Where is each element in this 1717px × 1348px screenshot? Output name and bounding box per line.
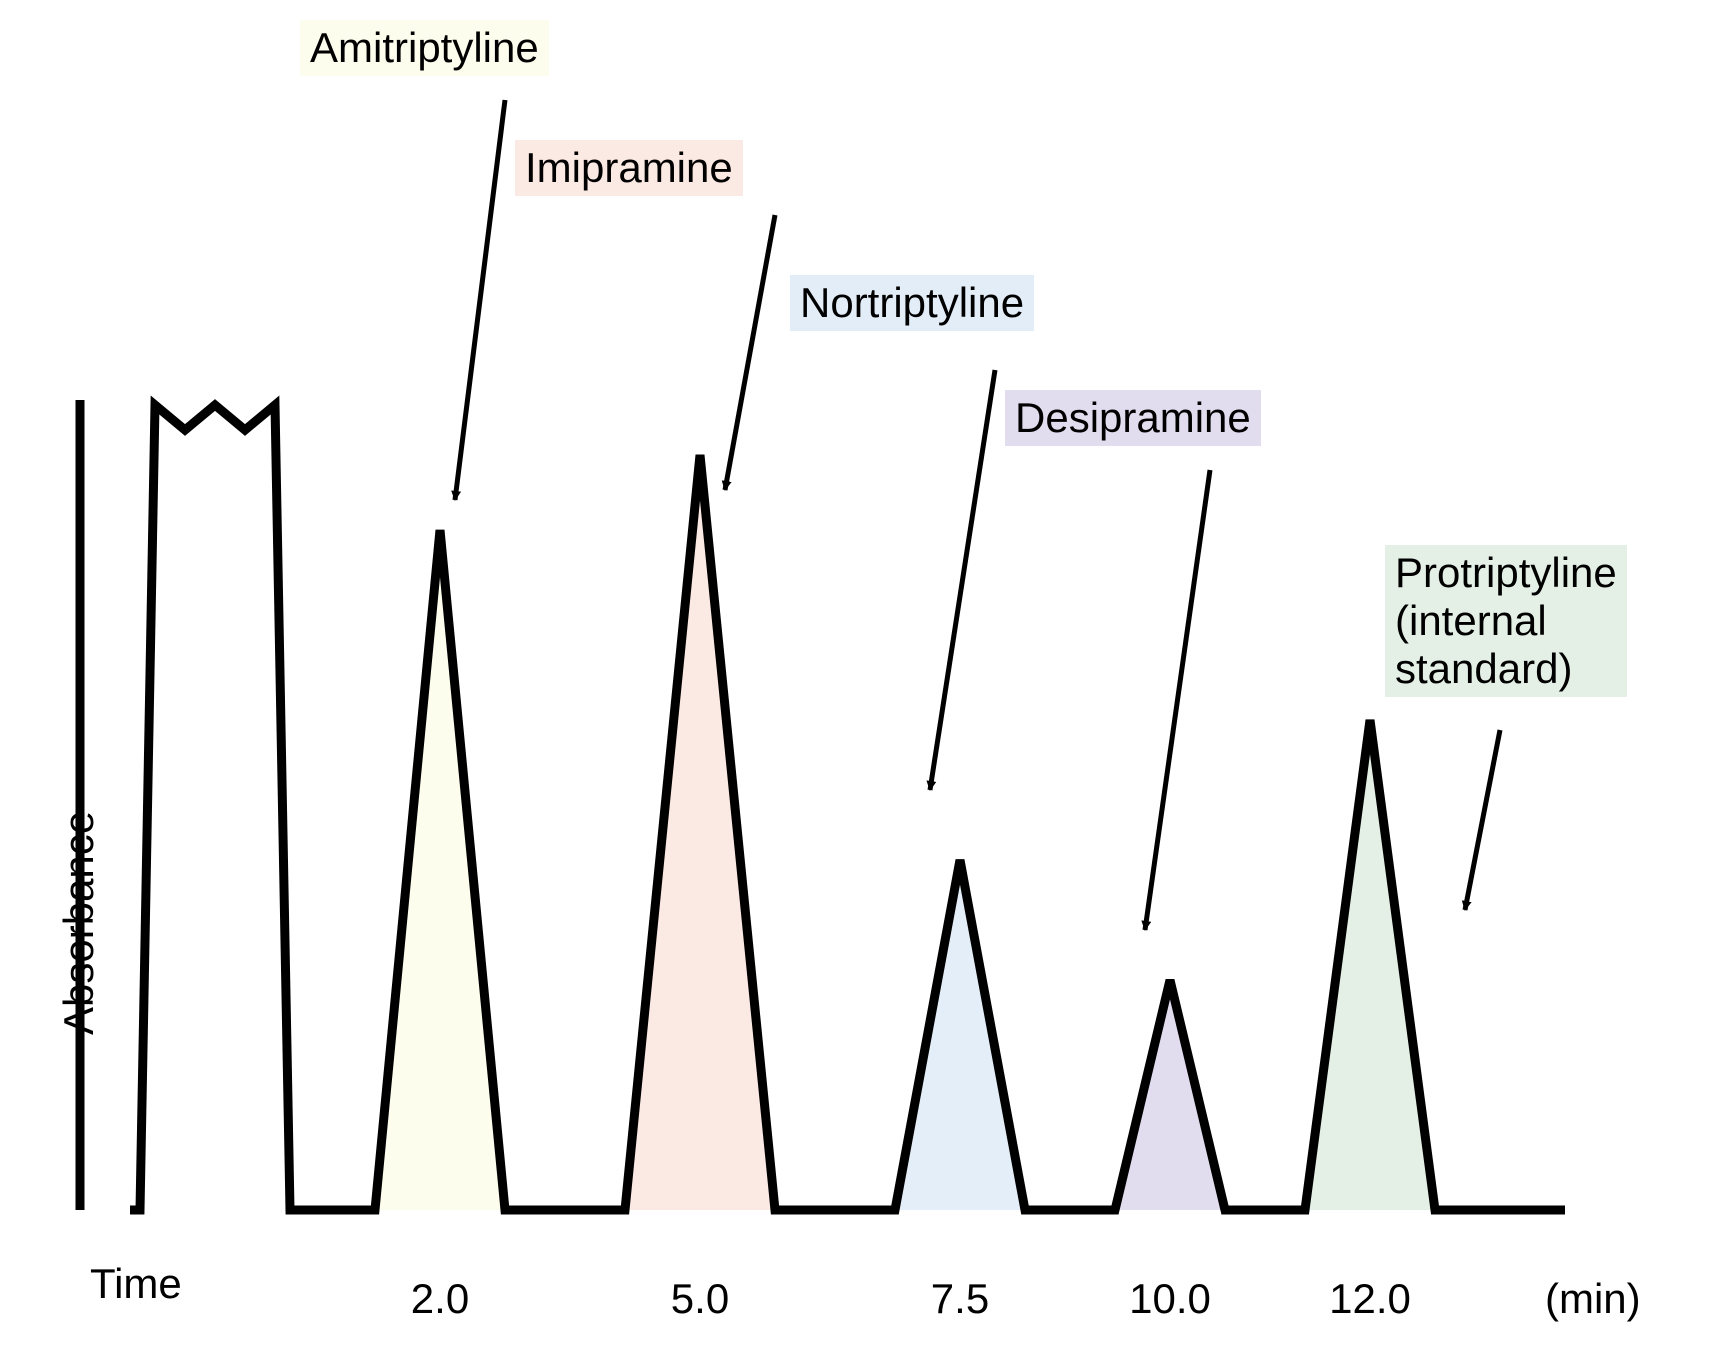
peak-label-0: Amitriptyline — [300, 20, 549, 76]
arrow-0 — [455, 100, 505, 500]
x-tick-3: 10.0 — [1110, 1275, 1230, 1323]
arrow-1 — [725, 215, 775, 490]
arrow-3 — [1145, 470, 1210, 930]
chromatogram-container: Absorbance Time (min) Amitriptyline Imipr… — [0, 0, 1717, 1348]
peak-fill-2 — [895, 860, 1025, 1210]
peak-label-1: Imipramine — [515, 140, 743, 196]
x-tick-4: 12.0 — [1310, 1275, 1430, 1323]
arrow-2 — [930, 370, 995, 790]
x-tick-0: 2.0 — [380, 1275, 500, 1323]
y-axis-label: Absorbance — [55, 811, 103, 1035]
x-tick-1: 5.0 — [640, 1275, 760, 1323]
x-tick-2: 7.5 — [900, 1275, 1020, 1323]
arrow-4 — [1465, 730, 1500, 910]
peak-fill-3 — [1115, 980, 1225, 1210]
x-axis-label: Time — [90, 1260, 182, 1308]
peak-label-3: Desipramine — [1005, 390, 1261, 446]
x-axis-unit: (min) — [1545, 1275, 1641, 1323]
peak-label-4: Protriptyline (internal standard) — [1385, 545, 1627, 697]
peak-fill-0 — [375, 530, 505, 1210]
peak-fill-4 — [1305, 720, 1435, 1210]
peak-label-2: Nortriptyline — [790, 275, 1034, 331]
peak-fill-1 — [625, 455, 775, 1210]
